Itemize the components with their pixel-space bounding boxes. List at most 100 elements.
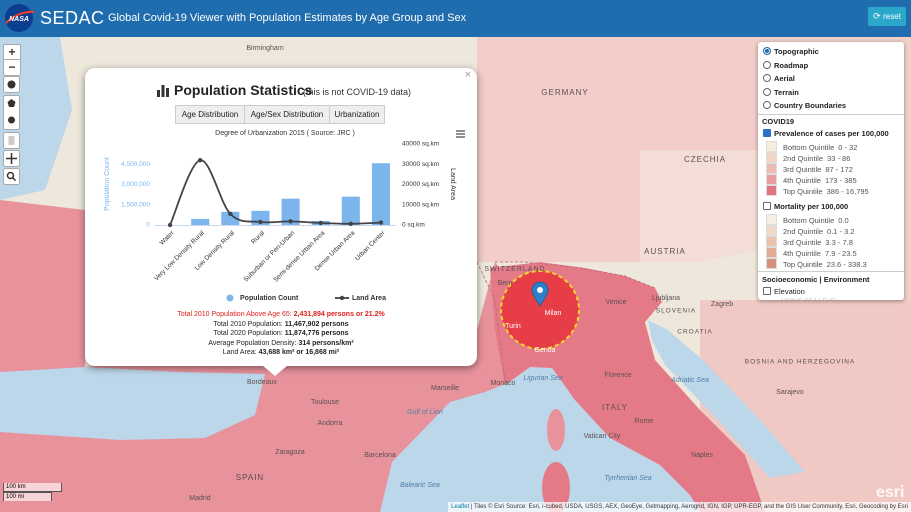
stat-value: 2,431,894 persons or 21.2% xyxy=(293,311,385,318)
logo-circle xyxy=(5,4,33,32)
scale-km: 100 km xyxy=(3,483,62,492)
legend-item: Top Quintile 23.6 - 338.3 xyxy=(766,257,867,269)
tool-draw[interactable] xyxy=(3,95,20,130)
map-label: Marseille xyxy=(431,385,459,392)
legend-swatch xyxy=(766,246,777,258)
line-marker xyxy=(318,220,323,226)
tool-search-icon xyxy=(6,171,15,180)
legend-range: 0.1 - 3.2 xyxy=(827,226,855,236)
legend-range: 7.9 - 23.5 xyxy=(824,248,857,258)
stat-label: Total 2010 Population Above Age 65: xyxy=(177,311,292,318)
header: NASA SEDAC Global Covid-19 Viewer with P… xyxy=(0,0,911,37)
zoom-in[interactable]: + xyxy=(3,44,21,61)
map-label: Barcelona xyxy=(364,452,396,459)
y-tick-label: 0 xyxy=(146,222,150,229)
layer-toggle[interactable]: Prevalence of cases per 100,000 xyxy=(763,128,889,139)
legend-range: 173 - 385 xyxy=(824,175,857,185)
map-label: Birmingham xyxy=(246,45,284,52)
map-label: SPAIN xyxy=(236,473,264,482)
y-axis-title: Population Count xyxy=(104,157,111,211)
x-tick-label: Water xyxy=(159,229,177,247)
tool-search[interactable] xyxy=(3,168,20,185)
divider xyxy=(758,270,904,272)
layer-toggle[interactable]: Mortality per 100,000 xyxy=(763,201,848,212)
map-label: Monaco xyxy=(491,380,516,387)
legend-item: 4th Quintile 173 - 385 xyxy=(766,173,857,185)
tool-polygon-icon xyxy=(7,99,16,107)
x-tick-label: Semi-dense Urban Area xyxy=(272,229,326,283)
map-marker[interactable] xyxy=(531,281,549,307)
layer-subtitle: ABOVE SEA LEVEL xyxy=(780,296,839,301)
legend-label[interactable]: Land Area xyxy=(352,295,386,302)
tool-bar[interactable] xyxy=(3,76,21,186)
legend-label[interactable]: Population Count xyxy=(240,295,299,302)
sea-mediterranean xyxy=(380,367,700,512)
popup-close[interactable]: × xyxy=(464,69,471,81)
legend-item: Bottom Quintile 0.0 xyxy=(766,213,849,225)
x-tick-label: Urban Center xyxy=(354,229,387,262)
popup-tip-shape xyxy=(262,365,288,376)
attribution: Leaflet | Tiles © Esri Source: Esri, i-c… xyxy=(448,502,911,512)
layer-toggle[interactable]: Elevation xyxy=(763,286,805,297)
map-label: Tyrrhenian Sea xyxy=(604,475,651,482)
legend-marker xyxy=(226,294,234,302)
y2-axis-title: Land Area xyxy=(449,168,456,200)
sea-biscay xyxy=(0,367,265,440)
brand: SEDAC xyxy=(40,8,105,28)
attribution-link[interactable]: Leaflet xyxy=(451,504,470,510)
map-label: Ligurian Sea xyxy=(523,375,562,382)
tab[interactable]: Urbanization xyxy=(329,105,385,124)
y-tick-label: 4,500,000 xyxy=(121,161,150,168)
tab[interactable]: Age/Sex Distribution xyxy=(244,105,330,124)
line-marker xyxy=(348,221,354,226)
basemap-label: Roadmap xyxy=(774,60,809,70)
zoom-out[interactable]: − xyxy=(3,59,21,76)
map-label: Balearic Sea xyxy=(400,482,440,489)
map-label: CROATIA xyxy=(677,329,712,336)
layer-title: Elevation xyxy=(774,286,805,296)
legend-label: Bottom Quintile xyxy=(783,142,835,152)
stat-label: Total 2010 Population: xyxy=(213,320,283,328)
icon-bar xyxy=(166,88,169,97)
legend-label: 3rd Quintile xyxy=(783,237,822,247)
map-label: Gulf of Lion xyxy=(407,409,443,416)
esri-logo: esri xyxy=(876,484,904,501)
basemap-option[interactable]: Topographic xyxy=(763,46,819,57)
logo-text: NASA xyxy=(9,16,29,23)
legend-label: 2nd Quintile xyxy=(783,226,824,236)
icon-bar xyxy=(157,90,160,97)
stat-label: Land Area: xyxy=(222,349,257,356)
map-label: Turin xyxy=(505,323,521,330)
nasa-logo: NASA xyxy=(5,4,35,32)
tool-info-icon xyxy=(7,80,16,89)
legend-range: 0.0 xyxy=(838,215,849,225)
map-label: Venice xyxy=(605,299,626,306)
checkbox xyxy=(763,286,771,295)
basemap-option[interactable]: Roadmap xyxy=(763,60,808,71)
reset-label: reset xyxy=(883,12,901,21)
tool-circle-icon xyxy=(8,116,15,124)
basemap-label: Aerial xyxy=(774,74,795,83)
basemap-label: Terrain xyxy=(774,87,799,97)
scale-mi: 100 mi xyxy=(3,492,52,501)
divider xyxy=(758,113,904,115)
stat-value: 314 persons/km² xyxy=(298,339,354,347)
basemap-option[interactable]: Country Boundaries xyxy=(763,100,846,111)
radio xyxy=(763,47,771,55)
sea-adriatic xyxy=(648,320,805,478)
chart-menu[interactable] xyxy=(456,130,465,138)
legend-swatch xyxy=(766,173,777,185)
legend-range: 87 - 172 xyxy=(825,164,853,174)
legend-item: Bottom Quintile 0 - 32 xyxy=(766,140,857,152)
popup-title: Population Statistics xyxy=(174,82,313,98)
selection-circle[interactable] xyxy=(500,270,580,350)
reset-button[interactable]: ⟳ reset xyxy=(868,7,906,26)
map-label: Rome xyxy=(635,418,654,425)
basemap-option[interactable]: Aerial xyxy=(763,73,795,84)
layer-title: Mortality per 100,000 xyxy=(774,201,849,211)
basemap-option[interactable]: Terrain xyxy=(763,87,799,98)
map-label: Milan xyxy=(545,310,562,317)
line-marker xyxy=(378,220,384,225)
icon-bar xyxy=(161,85,165,97)
